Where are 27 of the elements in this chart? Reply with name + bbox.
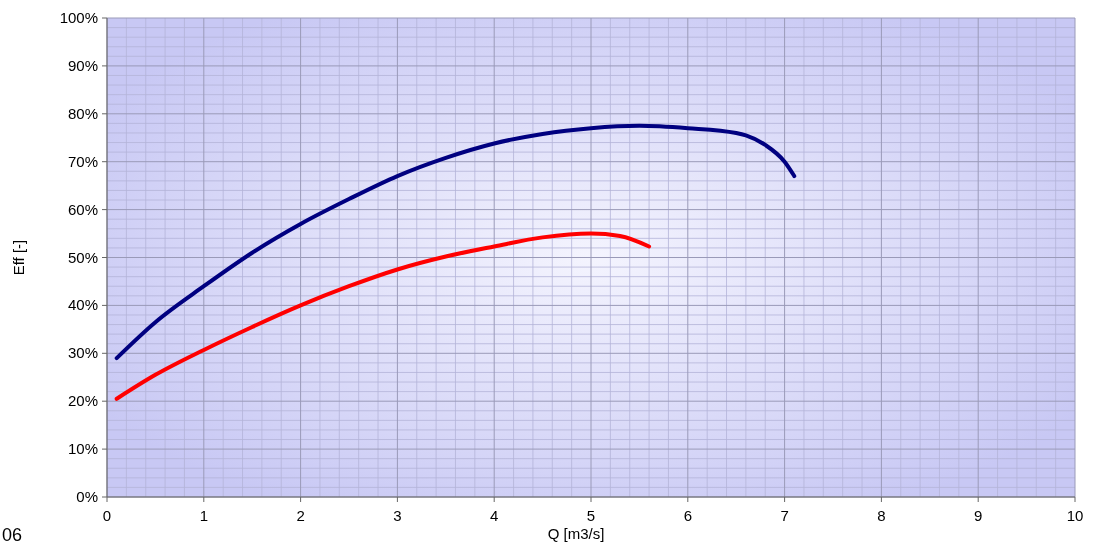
y-tick-label: 30% <box>67 344 98 362</box>
x-tick-label: 4 <box>490 507 499 524</box>
y-tick-label: 20% <box>67 392 98 410</box>
y-tick-label: 70% <box>67 152 98 170</box>
y-tick-label: 40% <box>67 296 98 314</box>
text: 06 <box>2 525 23 545</box>
x-tick-label: 9 <box>974 507 983 524</box>
x-tick-label: 2 <box>296 507 305 524</box>
x-tick-label: 10 <box>1066 507 1084 524</box>
y-tick-label: 100% <box>59 9 98 26</box>
x-tick-label: 7 <box>780 507 789 524</box>
x-axis-title: Q [m3/s] <box>547 525 605 542</box>
y-tick-label: 10% <box>67 440 98 458</box>
x-tick-label: 1 <box>199 507 208 524</box>
x-tick-label: 8 <box>877 507 886 524</box>
line-series <box>114 123 797 361</box>
y-tick-label: 90% <box>67 56 98 74</box>
line-series <box>114 231 652 401</box>
x-tick-label: 0 <box>102 507 112 524</box>
y-axis-title: Eff [-] <box>10 239 27 276</box>
y-tick-label: 80% <box>67 104 98 122</box>
y-tick-label: 0% <box>76 488 98 505</box>
x-tick-label: 6 <box>683 507 692 524</box>
x-tick-label: 3 <box>393 507 402 524</box>
y-tick-label: 60% <box>67 200 98 218</box>
y-tick-label: 50% <box>67 248 98 266</box>
x-tick-label: 5 <box>586 507 596 524</box>
